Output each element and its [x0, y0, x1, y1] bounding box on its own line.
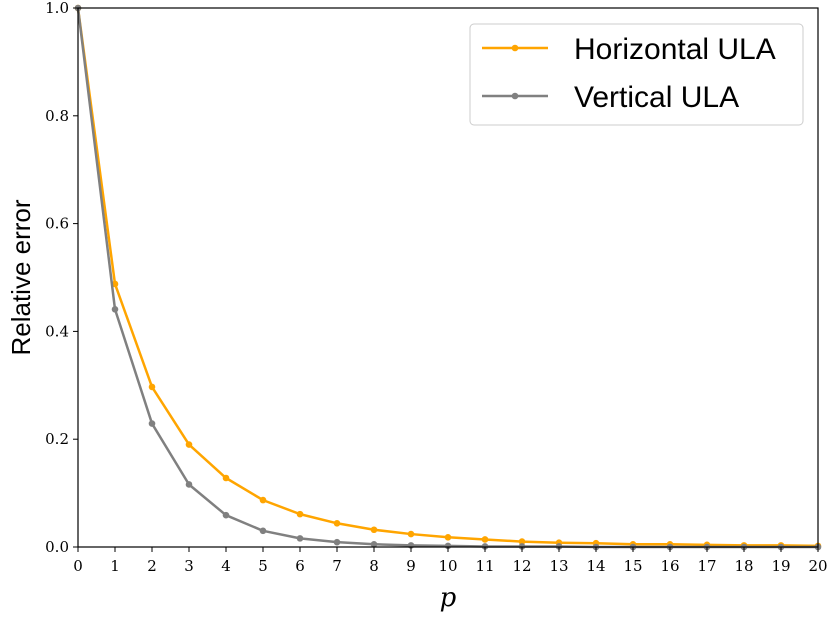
legend-label: Vertical ULA — [574, 81, 739, 114]
y-axis-label: Relative error — [6, 199, 36, 355]
x-tick-label: 12 — [512, 557, 531, 575]
y-tick-label: 1.0 — [45, 0, 69, 17]
legend-box — [469, 23, 804, 126]
x-tick-label: 2 — [147, 557, 157, 575]
x-tick-label: 20 — [808, 557, 827, 575]
data-point — [333, 519, 341, 527]
data-point — [185, 481, 193, 488]
x-tick-label: 17 — [697, 557, 716, 575]
x-tick-label: 19 — [771, 557, 790, 575]
data-point — [148, 420, 156, 427]
x-axis-label: p — [440, 583, 457, 613]
data-point — [259, 496, 267, 504]
data-point — [222, 511, 230, 519]
legend-marker — [511, 92, 519, 100]
data-point — [222, 474, 230, 482]
data-point — [444, 533, 452, 541]
x-tick-label: 0 — [73, 557, 83, 575]
data-point — [296, 535, 304, 542]
y-tick-label: 0.6 — [45, 215, 69, 233]
y-tick-label: 0.0 — [45, 538, 69, 556]
data-point — [296, 510, 304, 518]
x-tick-label: 18 — [734, 557, 753, 575]
x-tick-label: 13 — [549, 557, 568, 575]
data-point — [185, 441, 193, 448]
data-point — [111, 306, 119, 313]
data-point — [370, 541, 378, 548]
data-point — [148, 383, 156, 391]
x-tick-label: 15 — [623, 557, 642, 575]
legend-marker — [511, 44, 519, 52]
data-point — [407, 530, 415, 538]
y-tick-label: 0.2 — [45, 430, 69, 448]
data-point — [481, 536, 489, 543]
x-tick-label: 3 — [184, 557, 194, 575]
data-point — [333, 538, 341, 546]
y-tick-label: 0.8 — [45, 107, 69, 125]
x-tick-label: 8 — [369, 557, 379, 575]
legend: Horizontal ULA Vertical ULA — [469, 23, 804, 126]
y-axis: 0.0 0.2 0.4 0.6 0.8 1.0 — [45, 0, 78, 556]
x-tick-label: 6 — [295, 557, 305, 575]
data-point — [518, 538, 526, 545]
data-point — [370, 526, 378, 534]
x-tick-label: 7 — [332, 557, 342, 575]
legend-label: Horizontal ULA — [574, 33, 776, 66]
x-tick-label: 1 — [110, 557, 120, 575]
x-axis: 0 1 2 3 4 5 6 7 8 9 10 11 12 13 14 15 16 17 18 19 20 — [73, 547, 828, 575]
x-tick-label: 16 — [660, 557, 679, 575]
x-tick-label: 11 — [475, 557, 494, 575]
x-tick-label: 10 — [438, 557, 457, 575]
x-tick-label: 5 — [258, 557, 268, 575]
x-tick-label: 9 — [406, 557, 416, 575]
x-tick-label: 4 — [221, 557, 231, 575]
x-tick-label: 14 — [586, 557, 605, 575]
y-tick-label: 0.4 — [45, 322, 69, 340]
data-point — [259, 527, 267, 535]
